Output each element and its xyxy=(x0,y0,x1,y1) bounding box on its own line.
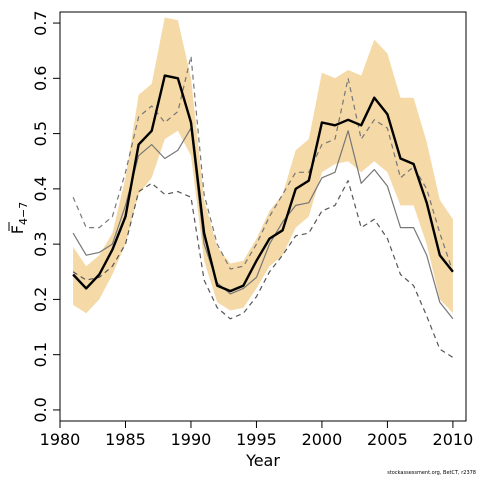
confidence-band xyxy=(73,17,453,314)
confidence-band-layer xyxy=(73,17,453,314)
credit-text: stockassessment.org, BetCT, r2378 xyxy=(387,470,476,476)
x-tick-label: 1980 xyxy=(40,430,81,449)
x-tick-label: 2000 xyxy=(302,430,343,449)
svg-text:F4−7: F4−7 xyxy=(8,202,30,234)
y-axis-title-subscript: 4−7 xyxy=(17,202,30,225)
y-tick-label: 0.4 xyxy=(31,176,50,201)
x-tick-label: 1985 xyxy=(105,430,146,449)
y-tick-label: 0.0 xyxy=(31,397,50,422)
x-tick-label: 2010 xyxy=(433,430,474,449)
y-tick-label: 0.2 xyxy=(31,287,50,312)
x-tick-label: 1990 xyxy=(171,430,212,449)
x-axis: 1980 1985 1990 1995 2000 2005 2010 xyxy=(40,421,474,449)
series-line-solid-thin xyxy=(72,127,454,320)
y-axis: 0.0 0.1 0.2 0.3 0.4 0.5 0.6 0.7 xyxy=(31,10,60,423)
y-tick-label: 0.7 xyxy=(31,10,50,35)
y-tick-label: 0.3 xyxy=(31,231,50,256)
x-tick-label: 1995 xyxy=(236,430,277,449)
x-axis-title: Year xyxy=(245,451,280,470)
series-line-solid-bold xyxy=(72,74,454,293)
series-line-dashed-upper xyxy=(72,55,454,272)
y-axis-title: F4−7 xyxy=(8,202,30,234)
plot-frame xyxy=(59,11,467,422)
y-tick-label: 0.1 xyxy=(31,342,50,367)
x-tick-label: 2005 xyxy=(367,430,408,449)
y-tick-label: 0.5 xyxy=(31,121,50,146)
y-tick-label: 0.6 xyxy=(31,66,50,91)
y-axis-title-main: F xyxy=(8,225,27,234)
series-layer xyxy=(72,55,454,358)
